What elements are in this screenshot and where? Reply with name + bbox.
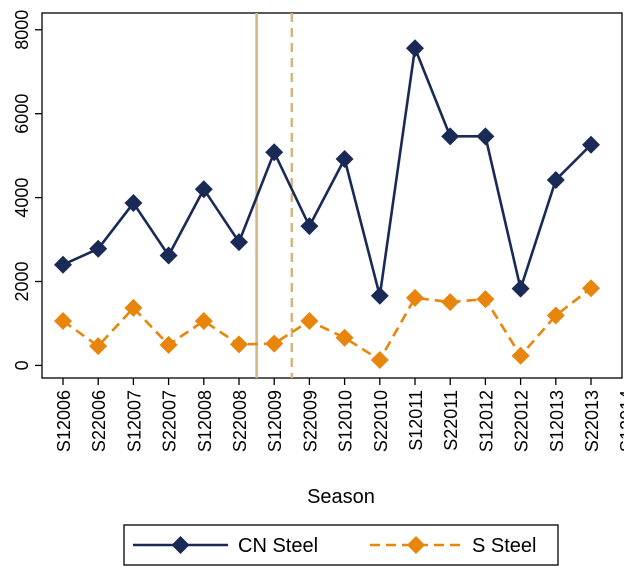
- data-point-marker: [335, 328, 354, 347]
- data-point-marker: [582, 135, 600, 154]
- data-point-marker: [511, 279, 530, 298]
- y-tick-label: 4000: [12, 178, 32, 218]
- x-tick-label: S12009: [265, 390, 285, 452]
- data-point-marker: [406, 39, 424, 58]
- x-tick-label: S12006: [54, 390, 74, 452]
- data-point-marker: [265, 334, 284, 353]
- y-tick-label: 6000: [12, 94, 32, 134]
- series-line: [62, 287, 592, 362]
- x-axis-title: Season: [307, 486, 375, 508]
- x-tick-label: S12012: [476, 390, 496, 452]
- data-point-marker: [159, 246, 178, 265]
- data-point-marker: [546, 170, 565, 189]
- legend: CN Steel S Steel: [123, 524, 559, 566]
- data-point-marker: [582, 279, 600, 298]
- data-point-marker: [476, 127, 495, 146]
- data-point-marker: [194, 180, 213, 199]
- legend-marker: [407, 536, 425, 554]
- data-point-marker: [546, 306, 565, 325]
- x-tick-label: S12011: [406, 390, 426, 451]
- x-tick-label: S12010: [336, 390, 356, 452]
- data-point-marker: [89, 337, 108, 356]
- x-tick-label: S12008: [195, 390, 215, 452]
- y-axis: 0 2000 4000 6000 8000: [12, 10, 42, 370]
- data-point-marker: [54, 255, 72, 274]
- y-tick-label: 2000: [12, 261, 32, 301]
- x-axis: S12006 S22006 S12007 S22007 S12008 S22008 S120…: [54, 378, 624, 452]
- x-tick-label: S12013: [547, 390, 567, 452]
- plot-area: [41, 12, 623, 379]
- data-point-marker: [335, 150, 354, 168]
- y-tick-label: 0: [12, 360, 32, 370]
- legend-marker: [171, 536, 190, 554]
- x-tick-label: S22013: [582, 390, 602, 452]
- x-tick-label: S22012: [512, 390, 532, 452]
- data-point-marker: [406, 288, 424, 307]
- data-point-marker: [370, 350, 389, 369]
- x-tick-label: S22008: [230, 390, 250, 452]
- y-tick-label: 8000: [12, 10, 32, 50]
- x-tick-label: S22009: [300, 390, 320, 452]
- data-point-marker: [370, 286, 389, 305]
- data-point-marker: [300, 217, 319, 236]
- data-point-marker: [265, 143, 284, 162]
- data-point-marker: [230, 335, 248, 354]
- series-line: [62, 46, 592, 298]
- data-point-marker: [159, 335, 178, 354]
- data-point-marker: [511, 346, 530, 365]
- x-tick-label: S22007: [160, 390, 180, 452]
- data-point-marker: [476, 290, 495, 309]
- plot-frame: [41, 12, 623, 379]
- x-tick-label: S12014: [617, 390, 624, 452]
- data-point-marker: [54, 311, 72, 330]
- data-point-marker: [124, 298, 143, 317]
- x-tick-label: S22011: [441, 390, 461, 451]
- data-point-marker: [300, 311, 319, 330]
- legend-label: S Steel: [472, 535, 536, 557]
- data-point-marker: [124, 194, 143, 213]
- data-point-marker: [194, 311, 213, 330]
- series-layer: [54, 39, 600, 369]
- data-point-marker: [441, 293, 460, 312]
- x-tick-label: S12007: [124, 390, 144, 452]
- x-tick-label: S22010: [371, 390, 391, 452]
- series-s-steel: [54, 279, 600, 369]
- data-point-marker: [441, 127, 460, 146]
- x-tick-label: S22006: [89, 390, 109, 452]
- data-point-marker: [89, 239, 108, 258]
- legend-label: CN Steel: [238, 535, 318, 557]
- series-cn-steel: [54, 39, 600, 305]
- data-point-marker: [230, 233, 248, 252]
